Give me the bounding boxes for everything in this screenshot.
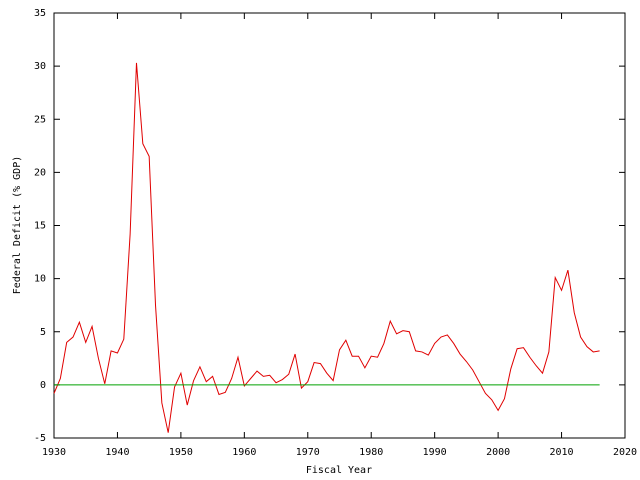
plot-frame bbox=[53, 12, 626, 439]
y-tick-label: 20 bbox=[34, 167, 46, 178]
y-tick-label: 25 bbox=[34, 114, 46, 125]
y-tick-label: 10 bbox=[34, 274, 46, 285]
y-tick-label: 15 bbox=[34, 221, 46, 232]
x-tick-label: 1970 bbox=[296, 447, 320, 458]
y-axis-label: Federal Deficit (% GDP) bbox=[12, 156, 23, 294]
data-line bbox=[53, 62, 600, 433]
x-tick-label: 1980 bbox=[359, 447, 383, 458]
x-tick-label: 2020 bbox=[613, 447, 637, 458]
x-axis-label: Fiscal Year bbox=[306, 465, 372, 476]
x-tick-label: 1950 bbox=[169, 447, 193, 458]
x-tick-label: 2010 bbox=[550, 447, 574, 458]
y-tick-label: 5 bbox=[40, 327, 46, 338]
x-tick-label: 1940 bbox=[105, 447, 129, 458]
y-tick-label: -5 bbox=[34, 433, 46, 444]
x-tick-label: 1930 bbox=[42, 447, 66, 458]
x-tick-label: 1990 bbox=[423, 447, 447, 458]
y-tick-label: 0 bbox=[40, 380, 46, 391]
y-tick-label: 35 bbox=[34, 8, 46, 19]
x-tick-label: 2000 bbox=[486, 447, 510, 458]
y-tick-label: 30 bbox=[34, 61, 46, 72]
x-tick-label: 1960 bbox=[232, 447, 256, 458]
